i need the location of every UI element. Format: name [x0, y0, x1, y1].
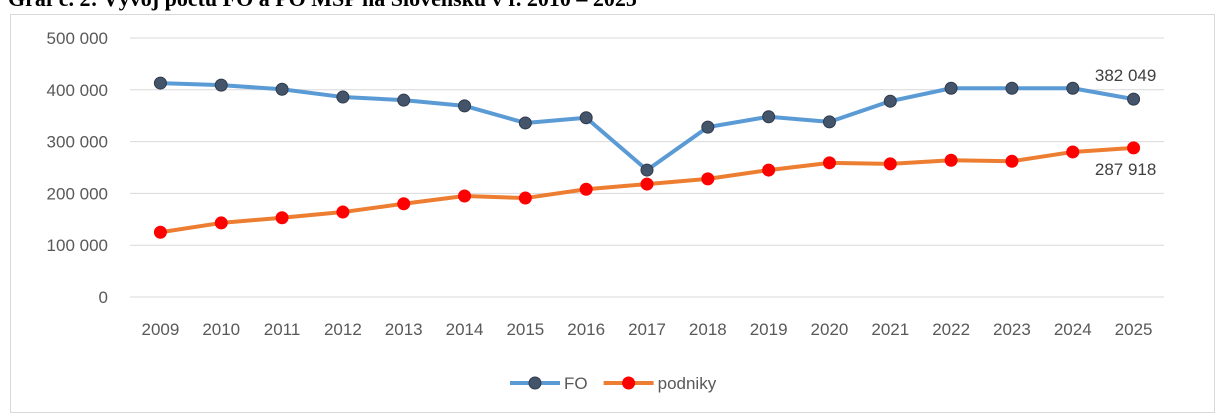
data-label: 382 049	[1095, 66, 1156, 85]
x-tick-label: 2017	[628, 320, 666, 339]
x-tick-label: 2023	[993, 320, 1031, 339]
y-tick-label: 300 000	[47, 133, 108, 152]
data-point	[336, 205, 350, 219]
x-tick-label: 2018	[689, 320, 727, 339]
data-point	[1127, 141, 1141, 155]
data-point	[579, 111, 593, 125]
data-point	[336, 90, 350, 104]
data-point	[762, 110, 776, 124]
data-point	[397, 197, 411, 211]
x-tick-label: 2021	[871, 320, 909, 339]
data-point	[762, 163, 776, 177]
series-line	[160, 81, 1134, 173]
x-tick-label: 2012	[324, 320, 362, 339]
chart-title: Graf č. 2: Vývoj počtu FO a PO MSP na Sl…	[8, 0, 637, 11]
legend-label: podniky	[658, 374, 717, 393]
data-point	[275, 82, 289, 96]
legend-marker	[622, 376, 636, 390]
x-tick-label: 2022	[932, 320, 970, 339]
chart-frame	[10, 14, 1215, 413]
data-point	[1066, 145, 1080, 159]
data-point	[458, 99, 472, 113]
data-point	[518, 116, 532, 130]
title-band	[0, 0, 1216, 14]
data-point	[1066, 81, 1080, 95]
data-point	[397, 93, 411, 107]
data-point	[275, 211, 289, 225]
data-point	[701, 172, 715, 186]
y-tick-label: 200 000	[47, 184, 108, 203]
data-label: 287 918	[1095, 160, 1156, 179]
data-point	[153, 225, 167, 239]
data-point	[822, 115, 836, 129]
x-tick-label: 2013	[385, 320, 423, 339]
x-tick-label: 2009	[141, 320, 179, 339]
data-point	[883, 94, 897, 108]
data-point	[1127, 92, 1141, 106]
y-tick-label: 0	[99, 288, 108, 307]
legend-label: FO	[564, 374, 588, 393]
data-point	[944, 153, 958, 167]
x-tick-label: 2025	[1115, 320, 1153, 339]
data-point	[944, 81, 958, 95]
x-tick-label: 2016	[567, 320, 605, 339]
y-tick-label: 500 000	[47, 29, 108, 48]
x-tick-label: 2019	[750, 320, 788, 339]
y-tick-label: 100 000	[47, 236, 108, 255]
legend-marker	[528, 376, 542, 390]
y-tick-label: 400 000	[47, 81, 108, 100]
data-point	[1005, 154, 1019, 168]
data-point	[640, 177, 654, 191]
data-point	[214, 78, 228, 92]
x-tick-label: 2020	[811, 320, 849, 339]
x-tick-label: 2014	[446, 320, 484, 339]
data-point	[701, 120, 715, 134]
data-point	[579, 182, 593, 196]
data-point	[883, 157, 897, 171]
x-tick-label: 2015	[506, 320, 544, 339]
data-point	[1005, 81, 1019, 95]
x-tick-label: 2024	[1054, 320, 1092, 339]
x-tick-label: 2010	[202, 320, 240, 339]
data-point	[640, 163, 654, 177]
data-point	[518, 191, 532, 205]
x-tick-label: 2011	[264, 320, 301, 339]
data-point	[822, 156, 836, 170]
data-point	[458, 189, 472, 203]
data-point	[214, 216, 228, 230]
data-point	[153, 76, 167, 90]
